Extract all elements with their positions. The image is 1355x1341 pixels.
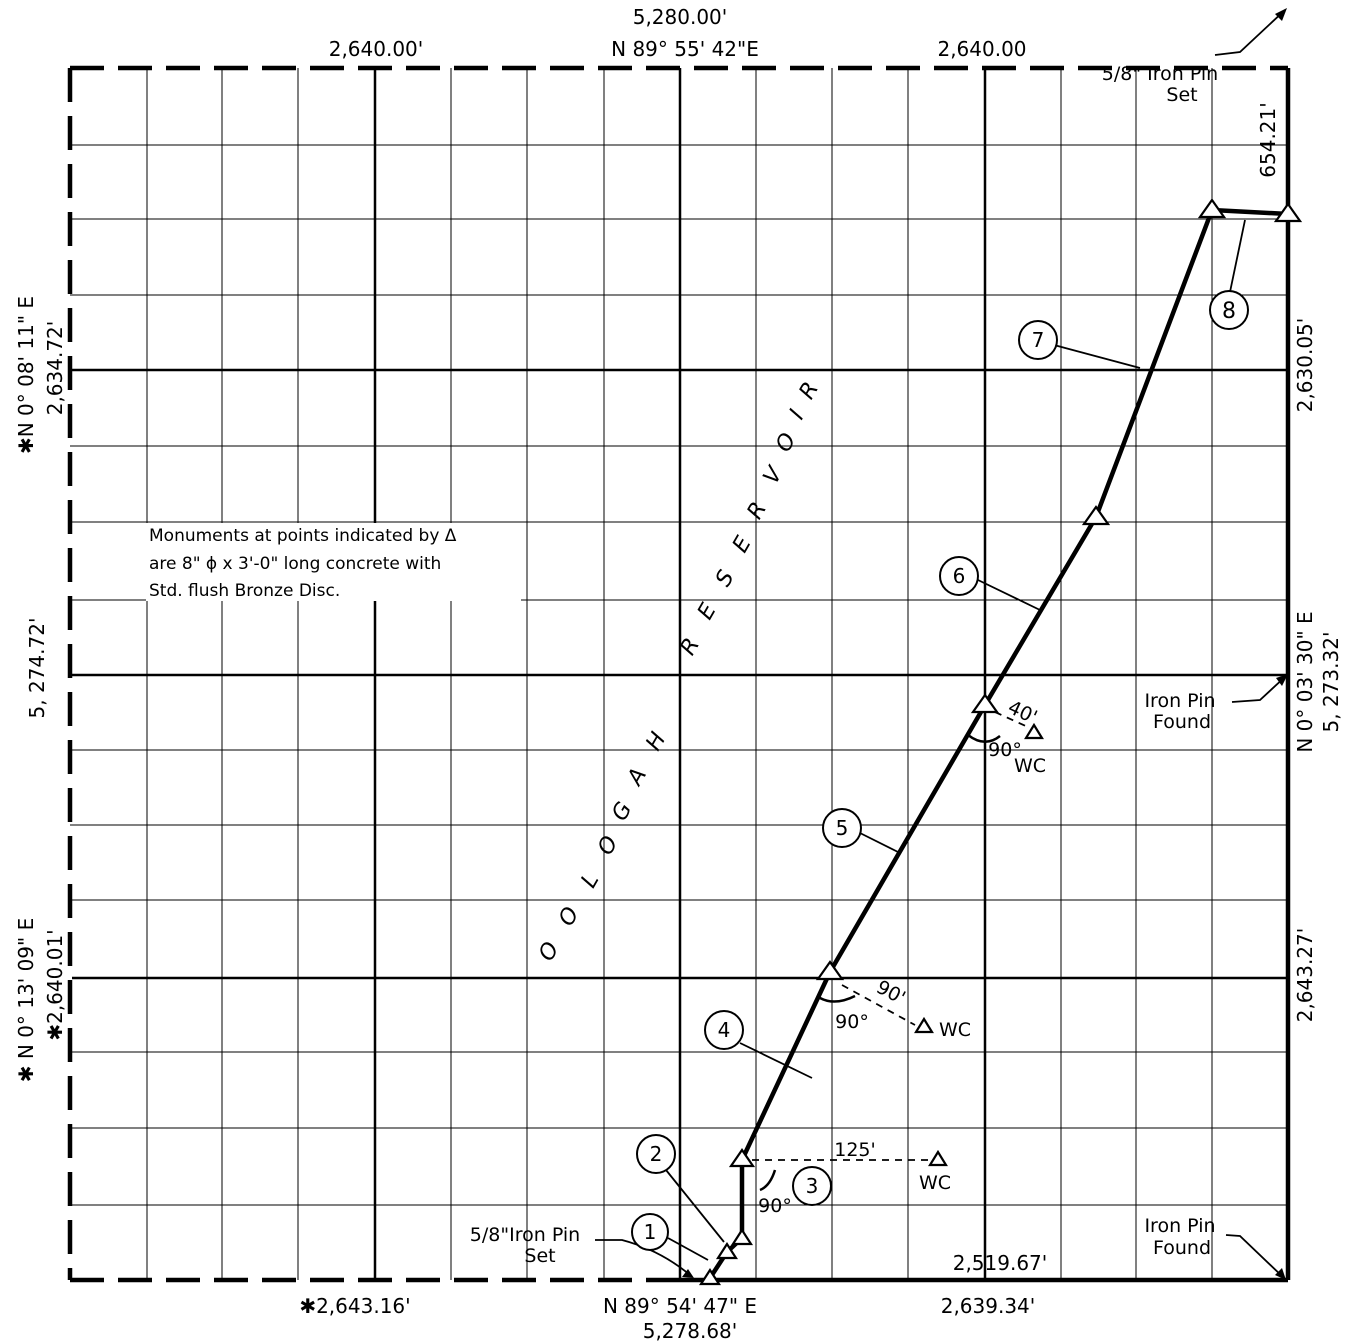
arrowheads xyxy=(682,8,1288,1280)
reservoir-letter: H xyxy=(641,728,671,755)
monument-note-line3: Std. flush Bronze Disc. xyxy=(149,581,340,601)
course-circle-7 xyxy=(1018,320,1058,360)
west-lower-bearing: ✱ N 0° 13' 09" E xyxy=(14,918,38,1082)
angle-arcs xyxy=(759,733,1001,1192)
monument-note-line1: Monuments at points indicated by Δ xyxy=(149,526,457,546)
course-label-4: 4 xyxy=(718,1018,731,1042)
course-circle-6 xyxy=(939,556,979,596)
course-label-2: 2 xyxy=(650,1142,663,1166)
north-bearing: N 89° 55' 42"E xyxy=(611,37,759,61)
angle-label-2: 90° xyxy=(835,1011,869,1033)
monuments xyxy=(698,198,1303,1286)
wc-triangle xyxy=(928,1149,948,1167)
course-label-5: 5 xyxy=(836,816,849,840)
south-east-distance: 2,639.34' xyxy=(941,1294,1036,1318)
monument-triangle xyxy=(715,1241,739,1260)
reservoir-letter: L xyxy=(576,869,604,892)
south-partial-distance: 2,519.67' xyxy=(953,1251,1048,1275)
course-circle-1 xyxy=(631,1213,669,1251)
west-total-distance: 5, 274.72' xyxy=(25,618,49,719)
wc-triangle xyxy=(914,1016,934,1034)
pin-found-se-line1: Iron Pin xyxy=(1144,1215,1215,1237)
monument-triangle xyxy=(698,1267,722,1286)
west-lower-distance: ✱2,640.01' xyxy=(43,929,67,1040)
monument-triangle xyxy=(730,1227,754,1246)
east-top-distance: 654.21' xyxy=(1256,102,1280,177)
course-circle-2 xyxy=(636,1134,676,1174)
course-markers xyxy=(631,290,1249,1251)
monument-triangle xyxy=(728,1148,756,1168)
quarter-lines xyxy=(72,68,1288,1280)
course-label-1: 1 xyxy=(644,1220,657,1244)
monument-triangle xyxy=(1081,505,1111,526)
reservoir-letter: O xyxy=(554,903,584,931)
reservoir-letter: R xyxy=(743,498,772,524)
monument-triangle xyxy=(1197,198,1227,219)
angle-label-1: 90° xyxy=(758,1195,792,1217)
pin-set-sw-line2: Set xyxy=(524,1245,555,1267)
east-lower-distance: 2,643.27' xyxy=(1293,928,1317,1023)
course-label-3: 3 xyxy=(806,1174,819,1198)
course-circle-5 xyxy=(822,808,862,848)
wc-label-3: WC xyxy=(1014,755,1046,777)
east-upper-distance: 2,630.05' xyxy=(1293,318,1317,413)
reservoir-letter: E xyxy=(728,532,757,557)
course-circle-8 xyxy=(1209,290,1249,330)
pin-found-e-line1: Iron Pin xyxy=(1144,690,1215,712)
reservoir-letter: O xyxy=(534,938,564,966)
pin-set-sw-line1: 5/8"Iron Pin xyxy=(470,1224,580,1246)
leader-lines xyxy=(595,9,1287,1279)
reservoir-letter: R xyxy=(795,378,824,404)
reservoir-letter: E xyxy=(693,599,722,624)
course-label-6: 6 xyxy=(953,564,966,588)
reservoir-letter: V xyxy=(759,461,789,488)
pin-set-ne-line2: Set xyxy=(1166,84,1197,106)
monument-note-backdrop xyxy=(146,523,521,601)
course-label-7: 7 xyxy=(1032,328,1045,352)
west-upper-distance: 2,634.72' xyxy=(43,321,67,416)
pin-found-se-line2: Found xyxy=(1153,1237,1211,1259)
reservoir-letter: G xyxy=(607,798,637,825)
south-bearing: N 89° 54' 47" E xyxy=(603,1294,757,1318)
pin-found-e-line2: Found xyxy=(1153,711,1211,733)
angle-label-3: 90° xyxy=(988,739,1022,761)
wc-triangle xyxy=(1024,722,1044,740)
south-west-distance: ✱2,643.16' xyxy=(299,1294,410,1318)
wc-label-1: WC xyxy=(919,1172,951,1194)
reservoir-letter: S xyxy=(711,566,740,591)
north-total-distance: 5,280.00' xyxy=(633,5,728,29)
witness-distance-125: 125' xyxy=(834,1139,876,1161)
monument-triangle xyxy=(1273,202,1303,223)
course-circle-4 xyxy=(704,1010,744,1050)
pin-set-ne-line1: 5/8" Iron Pin xyxy=(1102,63,1218,85)
course-circle-3 xyxy=(792,1166,832,1206)
witness-lines xyxy=(752,711,1031,1161)
reservoir-letter: I xyxy=(785,406,810,424)
monument-triangle xyxy=(815,960,845,981)
witness-distance-40: 40' xyxy=(1005,696,1041,728)
east-bearing: N 0° 03' 30" E xyxy=(1293,611,1317,752)
north-east-distance: 2,640.00 xyxy=(937,37,1026,61)
reservoir-letter: O xyxy=(593,832,623,860)
monument-triangle xyxy=(970,693,1000,714)
course-label-8: 8 xyxy=(1222,299,1236,324)
east-total-distance: 5, 273.32' xyxy=(1319,632,1343,733)
north-west-distance: 2,640.00' xyxy=(329,37,424,61)
south-total-distance: 5,278.68' xyxy=(643,1319,738,1341)
reservoir-letter: A xyxy=(622,764,652,791)
wc-label-2: WC xyxy=(939,1019,971,1041)
reservoir-letter: O xyxy=(771,429,801,457)
west-upper-bearing: ✱N 0° 08' 11" E xyxy=(14,296,38,454)
monument-note-line2: are 8" ϕ x 3'-0" long concrete with xyxy=(149,554,441,574)
